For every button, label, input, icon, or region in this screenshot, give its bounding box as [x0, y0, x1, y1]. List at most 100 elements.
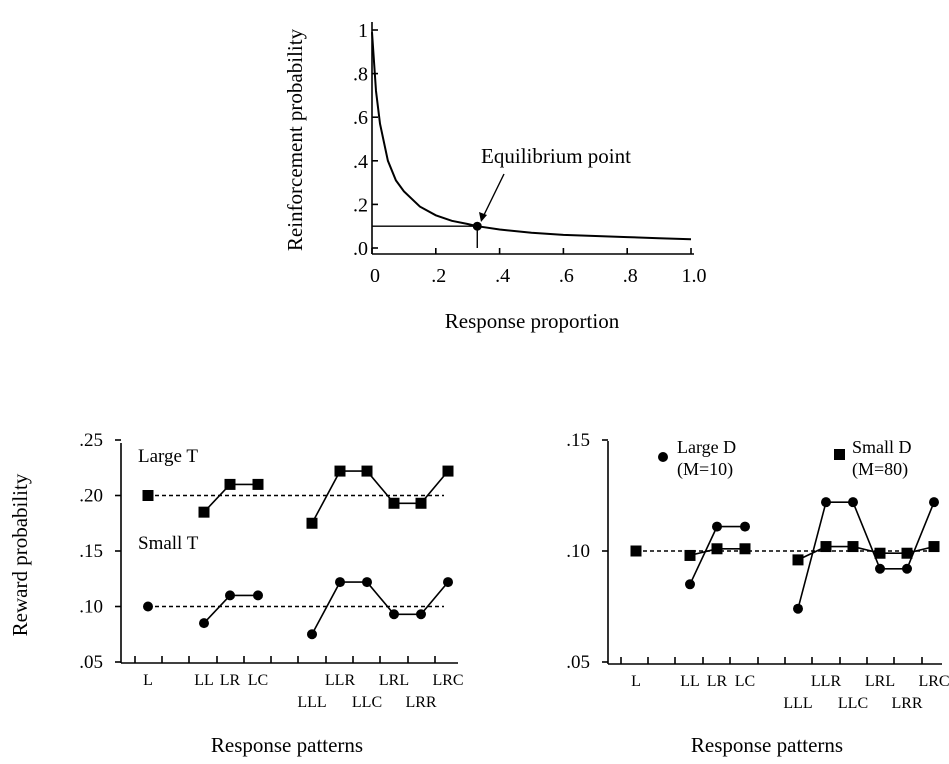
reinforcement-curve [371, 32, 692, 241]
category-label: LLL [783, 695, 812, 712]
circle-marker [875, 563, 885, 574]
legend-label-large-d: Large D [677, 437, 736, 457]
category-label: LC [735, 673, 755, 690]
circle-marker [143, 601, 153, 612]
category-label: LR [707, 673, 728, 690]
top-y-tick-label: .8 [353, 64, 368, 86]
circle-marker [929, 497, 939, 508]
top-x-tick-label: .4 [495, 265, 510, 287]
top-y-tick-label: .6 [353, 107, 368, 129]
category-label: LL [680, 673, 700, 690]
circle-marker [740, 521, 750, 532]
legend-sublabel-small-d: (M=80) [852, 459, 908, 480]
series-line [311, 470, 449, 524]
circle-marker [389, 609, 399, 620]
legend-sublabel-large-d: (M=10) [677, 459, 733, 480]
square-marker [252, 478, 264, 490]
circle-marker [793, 603, 803, 614]
square-marker [198, 506, 210, 518]
top-x-tick-label: .2 [431, 265, 446, 287]
square-marker [442, 465, 454, 477]
category-label: LLC [838, 695, 868, 712]
circle-marker [335, 577, 345, 588]
category-label: L [631, 673, 641, 690]
square-marker [847, 541, 859, 553]
circle-marker [712, 521, 722, 532]
annotation-arrowhead [479, 212, 487, 222]
legend-marker-small-d [834, 449, 845, 460]
y-tick-label: .05 [79, 652, 103, 673]
category-label: LRR [891, 695, 922, 712]
category-label: LRL [379, 672, 409, 689]
top-x-axis-label: Response proportion [445, 309, 620, 333]
square-marker [224, 478, 236, 490]
top-y-tick-label: 1 [358, 20, 368, 42]
y-tick-label: .15 [566, 430, 590, 451]
left-x-axis-label: Response patterns [211, 733, 363, 757]
category-label: LL [194, 672, 214, 689]
category-label: L [143, 672, 153, 689]
square-marker [711, 543, 723, 555]
series-line [311, 581, 449, 635]
y-tick-label: .10 [79, 597, 103, 618]
square-marker [306, 517, 318, 529]
right-x-axis-label: Response patterns [691, 733, 843, 757]
circle-marker [307, 629, 317, 640]
category-label: LC [248, 672, 268, 689]
equilibrium-annotation: Equilibrium point [481, 144, 631, 168]
square-marker [415, 497, 427, 509]
circle-marker [821, 497, 831, 508]
top-x-tick-label: 1.0 [682, 265, 707, 287]
y-tick-label: .05 [566, 652, 590, 673]
square-marker [820, 541, 832, 553]
category-label: LLC [352, 694, 382, 711]
square-marker [901, 547, 913, 559]
square-marker [928, 541, 940, 553]
left-y-axis-label: Reward probability [8, 473, 32, 636]
category-label: LRR [405, 694, 436, 711]
square-marker [739, 543, 751, 555]
square-marker [388, 497, 400, 509]
circle-marker [902, 563, 912, 574]
square-marker [630, 545, 642, 557]
top-x-tick-label: .8 [623, 265, 638, 287]
square-marker [142, 490, 154, 501]
y-tick-label: .25 [79, 430, 103, 451]
square-marker [874, 547, 886, 559]
category-label: LRC [918, 673, 949, 690]
circle-marker [199, 618, 209, 629]
top-y-tick-label: .0 [353, 238, 368, 260]
category-label: LLR [811, 673, 842, 690]
circle-marker [416, 609, 426, 620]
circle-marker [685, 579, 695, 590]
legend-label-small-d: Small D [852, 437, 912, 457]
square-marker [361, 465, 373, 477]
top-x-tick-label: 0 [370, 265, 380, 287]
y-tick-label: .15 [79, 541, 103, 562]
series-label-small-t: Small T [138, 533, 199, 554]
temporal-chart: .05.10.15.20.25 L LL LR LCLLLLLRLLCLRLLRRLR… [8, 430, 464, 757]
circle-marker [253, 590, 263, 601]
annotation-arrow [481, 173, 505, 220]
category-label: LLR [325, 672, 356, 689]
square-marker [684, 549, 696, 561]
circle-marker [225, 590, 235, 601]
square-marker [334, 465, 346, 477]
category-label: LRL [865, 673, 895, 690]
equilibrium-chart: .0 .2 .4 .6 .8 1 0 .2 .4 .6 .8 1.0 Equilibrium poi… [283, 20, 707, 333]
legend-marker-large-d [658, 452, 668, 462]
top-y-tick-label: .2 [353, 194, 368, 216]
category-label: LLL [297, 694, 326, 711]
circle-marker [362, 577, 372, 588]
circle-marker [443, 577, 453, 588]
category-label: LRC [432, 672, 463, 689]
category-label: LR [220, 672, 241, 689]
series-label-large-t: Large T [138, 446, 198, 467]
series-line [797, 501, 935, 609]
top-y-axis-label: Reinforcement probability [283, 28, 307, 251]
top-y-tick-label: .4 [353, 151, 368, 173]
series-line [689, 525, 745, 585]
equilibrium-point-marker [472, 221, 482, 231]
